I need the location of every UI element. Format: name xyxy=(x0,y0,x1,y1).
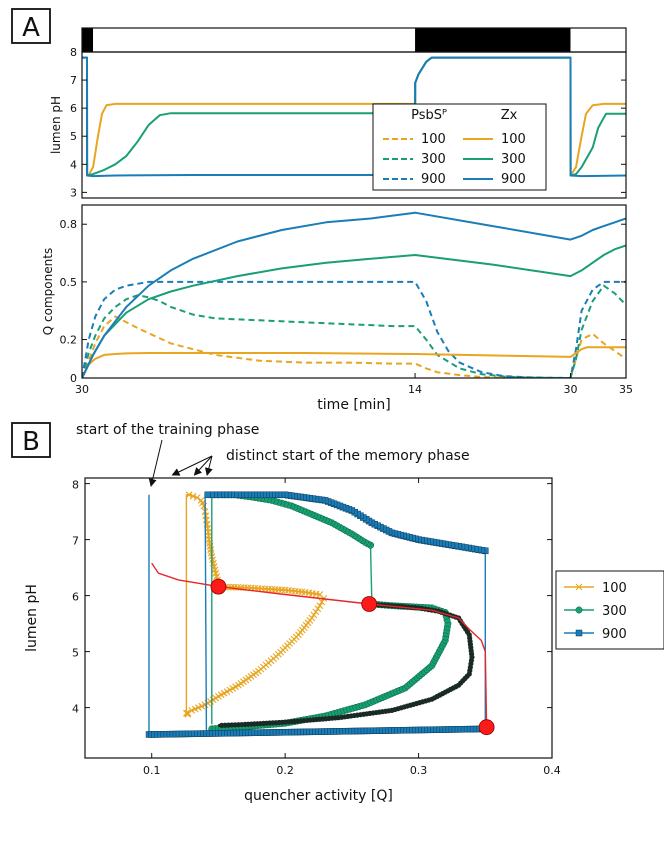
point-100 xyxy=(318,598,326,606)
legend-marker xyxy=(575,583,583,591)
panel-label-b: B xyxy=(22,427,40,457)
ytick-label: 0 xyxy=(70,372,77,385)
xtick-label: 0.2 xyxy=(276,764,294,777)
annotation-memory-phase: distinct start of the memory phase xyxy=(226,448,470,464)
legend-marker xyxy=(575,629,583,637)
ytick-label: 4 xyxy=(70,158,77,171)
series-line-q-psbs-100 xyxy=(82,315,626,378)
series-line-q-zx-900 xyxy=(82,211,626,378)
light-regime-bar xyxy=(81,27,627,53)
ylabel: lumen pH xyxy=(49,96,63,154)
ylabel: lumen pH xyxy=(24,584,40,652)
legend: 100 300 900 xyxy=(555,570,664,650)
ytick-label: 5 xyxy=(72,647,79,660)
xtick-label: 0.4 xyxy=(543,764,561,777)
annotation-arrow xyxy=(193,455,213,476)
ytick-label: 8 xyxy=(72,479,79,492)
point-100 xyxy=(227,583,235,591)
legend-col-header: Zx xyxy=(501,108,518,123)
lumen-ph-time-axes: 3 4 5 6 7 8 lumen pH PsbSᴾ Zx 100 100 300 300 900 900 xyxy=(49,46,627,199)
phase-series xyxy=(145,491,489,738)
point-gray xyxy=(219,722,225,728)
legend-label: 900 xyxy=(602,627,627,642)
legend-label: 300 xyxy=(501,152,526,167)
light-segment-dark-0 xyxy=(82,28,94,52)
xlabel: quencher activity [Q] xyxy=(244,788,393,804)
legend-label: 100 xyxy=(421,132,446,147)
ytick-label: 0.5 xyxy=(60,276,78,289)
legend-frame xyxy=(555,570,664,650)
series-line-ph-zx-900 xyxy=(82,56,626,178)
point-100 xyxy=(314,605,322,613)
point-100 xyxy=(197,497,205,504)
annotation-training-phase: start of the training phase xyxy=(76,422,259,438)
ytick-label: 6 xyxy=(72,591,79,604)
legend-label: 900 xyxy=(421,172,446,187)
xtick-label: 35 xyxy=(619,383,633,396)
legend-label: 900 xyxy=(501,172,526,187)
series-line-red-trace xyxy=(151,562,488,728)
annotation-arrow xyxy=(204,455,213,476)
legend-frame xyxy=(372,103,547,191)
xtick-label: 0.1 xyxy=(143,764,161,777)
point-100 xyxy=(193,494,201,501)
point-100 xyxy=(312,608,320,616)
ytick-label: 0.8 xyxy=(60,218,78,231)
light-segment-light-3 xyxy=(570,28,626,52)
legend-label: 300 xyxy=(421,152,446,167)
series-line-q-psbs-900 xyxy=(82,280,626,378)
ytick-label: 3 xyxy=(70,186,77,199)
xtick-label: 0.3 xyxy=(410,764,428,777)
legend-marker xyxy=(575,606,583,614)
ytick-label: 7 xyxy=(72,535,79,548)
panel-label-box-a xyxy=(11,8,51,44)
point-100 xyxy=(310,611,318,619)
point-100 xyxy=(184,709,192,717)
ylabel: Q components xyxy=(41,248,55,335)
light-segment-light-1 xyxy=(93,28,416,52)
series-line-q-zx-100 xyxy=(82,346,626,378)
point-900 xyxy=(204,491,212,499)
ytick-label: 5 xyxy=(70,130,77,143)
xtick-label: 14 xyxy=(408,383,422,396)
panel-label-a: A xyxy=(22,13,40,43)
panel-label-box-b xyxy=(11,422,51,458)
point-100 xyxy=(189,492,197,500)
axes-frame xyxy=(81,204,627,379)
annotation-arrow xyxy=(171,455,213,476)
q-component-series xyxy=(82,211,626,378)
annotation-arrow xyxy=(148,439,163,487)
series-line-300 xyxy=(211,494,449,730)
lumen-ph-series xyxy=(82,56,626,178)
series-line-q-psbs-300 xyxy=(82,284,626,378)
xtick-label: 30 xyxy=(563,383,577,396)
legend-col-header: PsbSᴾ xyxy=(411,108,447,123)
axes-frame xyxy=(81,51,627,199)
ytick-label: 6 xyxy=(70,102,77,115)
point-100 xyxy=(316,602,324,610)
legend-label: 100 xyxy=(501,132,526,147)
ytick-label: 8 xyxy=(70,46,77,59)
ytick-label: 4 xyxy=(72,703,79,716)
series-line-q-zx-300 xyxy=(82,244,626,378)
legend-label: 100 xyxy=(602,581,627,596)
highlight-point-2 xyxy=(478,719,495,736)
highlight-point-0 xyxy=(210,578,227,595)
xlabel: time [min] xyxy=(317,397,390,413)
light-segment-dark-2 xyxy=(415,28,571,52)
xtick-label: 30 xyxy=(75,383,89,396)
ytick-label: 7 xyxy=(70,74,77,87)
point-100 xyxy=(308,614,316,622)
legend: PsbSᴾ Zx 100 100 300 300 900 900 xyxy=(372,103,547,191)
legend-label: 300 xyxy=(602,604,627,619)
ytick-label: 0.2 xyxy=(60,334,78,347)
point-100 xyxy=(185,491,193,499)
point-100 xyxy=(183,709,190,717)
ph-vs-quencher-axes: 0.1 0.2 0.3 0.4 4 5 6 7 8 quencher activity [Q] lu… xyxy=(24,422,664,804)
highlight-point-1 xyxy=(361,596,378,612)
axes-frame xyxy=(84,477,553,759)
q-components-axes: 0 0.2 0.5 0.8 30 14 30 35 Q components time [min] xyxy=(41,204,633,413)
